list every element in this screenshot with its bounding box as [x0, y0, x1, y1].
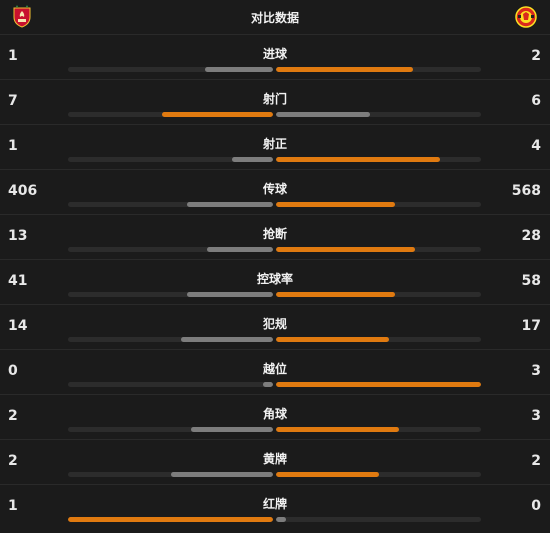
stat-row: 1 红牌 0	[0, 484, 550, 529]
away-bar-fill	[276, 337, 389, 342]
home-value: 406	[8, 183, 38, 199]
stat-row: 41 控球率 58	[0, 259, 550, 304]
stat-label: 传球	[262, 182, 287, 196]
liverpool-crest-icon	[13, 5, 31, 28]
home-value: 2	[8, 408, 18, 424]
home-bar-fill	[180, 337, 273, 342]
home-value: 2	[8, 453, 18, 469]
away-bar-track	[276, 427, 481, 432]
stat-label: 进球	[262, 47, 287, 61]
stat-row: 1 进球 2	[0, 34, 550, 79]
away-bar-fill	[276, 112, 371, 117]
stats-header: 对比数据	[0, 0, 550, 34]
home-bar-fill	[162, 112, 273, 117]
stat-label: 控球率	[256, 272, 293, 286]
home-bar-fill	[232, 157, 273, 162]
away-bar-fill	[276, 472, 379, 477]
away-bar-fill	[276, 517, 287, 522]
away-value: 3	[531, 363, 541, 379]
away-value: 17	[521, 318, 541, 334]
home-bar-track	[68, 247, 273, 252]
home-bar-fill	[191, 427, 273, 432]
stat-row: 14 犯规 17	[0, 304, 550, 349]
away-value: 58	[521, 273, 541, 289]
stat-label: 抢断	[262, 227, 287, 241]
away-value: 2	[531, 48, 541, 64]
home-value: 13	[8, 228, 28, 244]
away-bar-track	[276, 337, 481, 342]
away-bar-track	[276, 202, 481, 207]
home-bar-fill	[186, 292, 273, 297]
home-bar-track	[68, 67, 273, 72]
stat-row: 0 越位 3	[0, 349, 550, 394]
away-value: 2	[531, 453, 541, 469]
stat-row: 13 抢断 28	[0, 214, 550, 259]
away-bar-track	[276, 157, 481, 162]
stat-row: 2 角球 3	[0, 394, 550, 439]
away-bar-fill	[276, 427, 399, 432]
away-bar-track	[276, 67, 481, 72]
stat-label: 射正	[262, 137, 287, 151]
home-value: 0	[8, 363, 18, 379]
away-bar-fill	[276, 247, 416, 252]
stat-row: 406 传球 568	[0, 169, 550, 214]
stat-row: 2 黄牌 2	[0, 439, 550, 484]
home-bar-track	[68, 112, 273, 117]
stat-label: 角球	[262, 407, 287, 421]
home-bar-fill	[205, 67, 273, 72]
stat-label: 越位	[262, 362, 287, 376]
stat-row: 7 射门 6	[0, 79, 550, 124]
home-bar-track	[68, 157, 273, 162]
stat-label: 射门	[262, 92, 287, 106]
home-bar-track	[68, 472, 273, 477]
home-bar-fill	[186, 202, 273, 207]
away-value: 568	[511, 183, 541, 199]
away-value: 3	[531, 408, 541, 424]
away-bar-fill	[276, 382, 481, 387]
home-value: 14	[8, 318, 28, 334]
home-bar-track	[68, 292, 273, 297]
manchester-united-crest-icon	[515, 6, 537, 28]
home-bar-fill	[207, 247, 273, 252]
stat-row: 1 射正 4	[0, 124, 550, 169]
home-bar-fill	[68, 517, 273, 522]
away-bar-fill	[276, 67, 414, 72]
home-bar-track	[68, 202, 273, 207]
stat-label: 犯规	[262, 317, 287, 331]
away-value: 0	[531, 498, 541, 514]
away-bar-track	[276, 112, 481, 117]
home-bar-track	[68, 382, 273, 387]
home-value: 7	[8, 93, 18, 109]
home-bar-track	[68, 517, 273, 522]
away-bar-fill	[276, 202, 395, 207]
page-title: 对比数据	[250, 11, 299, 25]
away-bar-track	[276, 382, 481, 387]
home-value: 41	[8, 273, 28, 289]
away-value: 28	[521, 228, 541, 244]
home-bar-fill	[262, 382, 273, 387]
away-bar-track	[276, 517, 481, 522]
stat-label: 黄牌	[262, 452, 287, 466]
away-bar-track	[276, 472, 481, 477]
stat-label: 红牌	[262, 497, 287, 511]
away-bar-track	[276, 292, 481, 297]
away-bar-fill	[276, 157, 440, 162]
home-bar-track	[68, 427, 273, 432]
home-bar-fill	[170, 472, 273, 477]
away-bar-track	[276, 247, 481, 252]
home-bar-track	[68, 337, 273, 342]
away-bar-fill	[276, 292, 395, 297]
home-value: 1	[8, 48, 18, 64]
away-value: 4	[531, 138, 541, 154]
away-value: 6	[531, 93, 541, 109]
home-value: 1	[8, 138, 18, 154]
stats-list: 1 进球 2 7 射门 6 1 射正 4 406 传球 568 13 抢断 28 41 控球率 58 14 犯规 17 0…	[0, 34, 550, 529]
home-value: 1	[8, 498, 18, 514]
